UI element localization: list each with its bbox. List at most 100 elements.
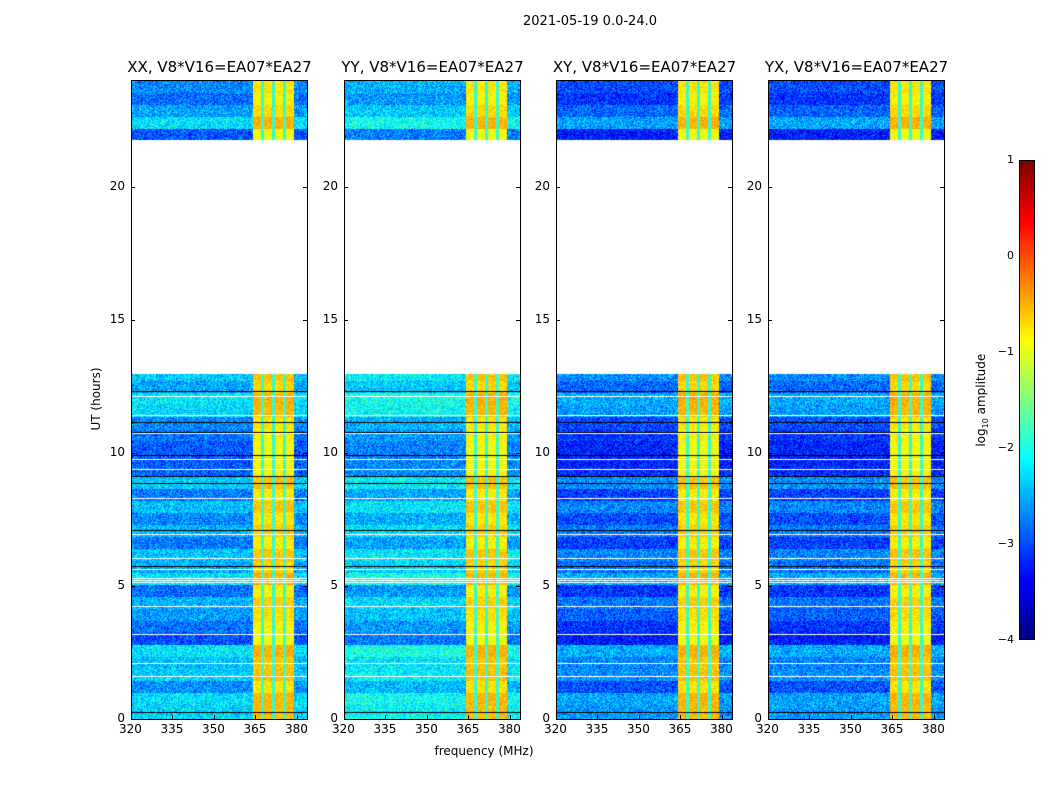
- x-tick: [933, 715, 935, 719]
- x-tick: [509, 715, 511, 719]
- y-tick: [768, 186, 772, 188]
- colorbar-tick-label: 1: [1007, 153, 1014, 166]
- y-tick: [768, 585, 772, 587]
- y-tick: [728, 319, 732, 321]
- y-tick: [344, 319, 348, 321]
- y-tick-label: 15: [109, 311, 125, 326]
- x-tick-label: 350: [626, 722, 650, 736]
- x-tick-label: 350: [838, 722, 862, 736]
- y-tick: [556, 719, 560, 720]
- y-tick: [131, 319, 135, 321]
- x-tick: [809, 715, 811, 719]
- x-tick-label: 320: [756, 722, 779, 736]
- x-tick-label: 350: [414, 722, 438, 736]
- colorbar: [1019, 160, 1035, 640]
- colorbar-tick-label: −2: [997, 441, 1014, 454]
- y-tick-label: 15: [534, 311, 550, 326]
- heatmap-panel: [556, 80, 733, 720]
- y-tick-label: 15: [322, 311, 338, 326]
- y-tick: [344, 585, 348, 587]
- x-tick-label: 380: [284, 722, 308, 736]
- y-tick: [728, 186, 732, 188]
- x-tick-label: 350: [201, 722, 225, 736]
- x-tick: [344, 715, 345, 719]
- x-tick: [850, 715, 852, 719]
- panel-title: YX, V8*V16=EA07*EA27: [764, 58, 949, 76]
- y-tick: [516, 319, 520, 321]
- y-tick: [131, 452, 135, 454]
- x-tick-label: 335: [585, 722, 609, 736]
- x-tick-label: 320: [544, 722, 567, 736]
- x-tick: [131, 715, 132, 719]
- x-tick: [721, 715, 723, 719]
- y-tick: [516, 452, 520, 454]
- x-tick: [213, 715, 215, 719]
- heatmap-panel: [344, 80, 521, 720]
- heatmap-panel: [768, 80, 945, 720]
- x-tick-label: 335: [797, 722, 821, 736]
- panel-title: YY, V8*V16=EA07*EA27: [341, 58, 524, 76]
- panel-title: XX, V8*V16=EA07*EA27: [127, 58, 312, 76]
- y-tick: [556, 319, 560, 321]
- y-tick: [728, 452, 732, 454]
- x-tick: [426, 715, 428, 719]
- y-tick: [344, 452, 348, 454]
- y-tick: [344, 719, 348, 720]
- x-tick: [892, 715, 894, 719]
- y-tick: [940, 452, 944, 454]
- x-tick: [296, 715, 298, 719]
- y-tick: [556, 452, 560, 454]
- y-tick: [940, 585, 944, 587]
- y-tick: [303, 585, 307, 587]
- x-tick: [638, 715, 640, 719]
- heatmap-image: [769, 81, 944, 719]
- y-tick-label: 0: [330, 711, 338, 725]
- x-tick: [468, 715, 470, 719]
- y-tick: [728, 719, 732, 720]
- colorbar-label: log10 amplitude: [973, 353, 991, 447]
- y-tick-label: 10: [746, 444, 762, 459]
- x-tick: [597, 715, 599, 719]
- y-tick: [940, 719, 944, 720]
- x-axis-label: frequency (MHz): [434, 744, 534, 758]
- y-tick-label: 20: [109, 178, 125, 193]
- y-axis-label: UT (hours): [89, 367, 103, 431]
- panel-title: XY, V8*V16=EA07*EA27: [552, 58, 737, 76]
- colorbar-tick-label: −3: [997, 537, 1014, 550]
- x-tick-label: 380: [921, 722, 945, 736]
- heatmap-image: [345, 81, 520, 719]
- y-tick-label: 5: [117, 577, 125, 592]
- y-tick: [303, 319, 307, 321]
- y-tick-label: 20: [534, 178, 550, 193]
- y-tick-label: 5: [754, 577, 762, 592]
- y-tick: [303, 719, 307, 720]
- x-tick-label: 365: [243, 722, 267, 736]
- x-tick: [255, 715, 257, 719]
- x-tick: [385, 715, 387, 719]
- y-tick: [768, 719, 772, 720]
- y-tick: [556, 186, 560, 188]
- y-tick-label: 10: [534, 444, 550, 459]
- y-tick: [728, 585, 732, 587]
- y-tick: [516, 186, 520, 188]
- x-tick-label: 365: [668, 722, 692, 736]
- y-tick-label: 5: [542, 577, 550, 592]
- y-tick: [131, 186, 135, 188]
- colorbar-tick-label: 0: [1007, 249, 1014, 262]
- heatmap-image: [132, 81, 307, 719]
- y-tick: [556, 585, 560, 587]
- figure-title: 2021-05-19 0.0-24.0: [523, 14, 657, 29]
- y-tick-label: 10: [109, 444, 125, 459]
- y-tick: [768, 319, 772, 321]
- y-tick-label: 0: [754, 711, 762, 725]
- x-tick: [768, 715, 769, 719]
- x-tick-label: 380: [497, 722, 521, 736]
- y-tick: [768, 452, 772, 454]
- y-tick-label: 15: [746, 311, 762, 326]
- y-tick: [131, 585, 135, 587]
- y-tick: [940, 319, 944, 321]
- x-tick: [172, 715, 174, 719]
- y-tick: [516, 719, 520, 720]
- y-tick: [940, 186, 944, 188]
